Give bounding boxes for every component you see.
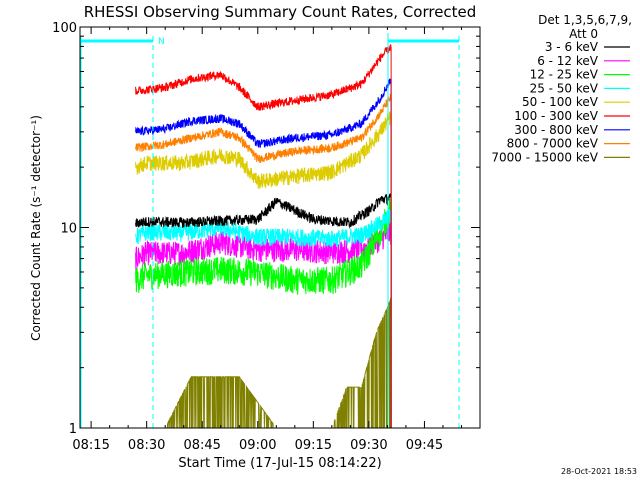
x-tick-label-6: 09:45 bbox=[406, 438, 443, 453]
legend-header-line-2: Att 0 bbox=[569, 27, 598, 41]
series-line-6 bbox=[135, 78, 392, 148]
legend-label-3: 25 - 50 keV bbox=[530, 81, 599, 95]
series-8 bbox=[135, 297, 392, 429]
flag-layer: N bbox=[80, 33, 460, 428]
x-tick-label-4: 09:15 bbox=[295, 438, 332, 453]
night-flag-label: N bbox=[158, 37, 165, 47]
x-tick-label-2: 08:45 bbox=[183, 438, 220, 453]
x-axis: 08:15 08:30 08:45 09:00 09:15 09:30 09:45 bbox=[72, 27, 462, 453]
legend-label-2: 12 - 25 keV bbox=[530, 68, 599, 82]
series-line-3 bbox=[135, 208, 392, 247]
legend-label-0: 3 - 6 keV bbox=[545, 40, 599, 54]
series-line-2 bbox=[135, 196, 392, 295]
series-5 bbox=[135, 44, 392, 428]
legend-label-5: 100 - 300 keV bbox=[514, 109, 598, 123]
series-line-7 bbox=[135, 93, 392, 163]
y-tick-label-0: 1 bbox=[69, 422, 77, 437]
x-tick-label-1: 08:30 bbox=[128, 438, 165, 453]
series-line-5 bbox=[135, 44, 392, 111]
legend-label-4: 50 - 100 keV bbox=[522, 95, 599, 109]
legend-header-line-1: Det 1,3,5,6,7,9, bbox=[538, 13, 632, 27]
y-tick-label-1: 10 bbox=[60, 222, 77, 237]
y-tick-label-2: 100 bbox=[52, 21, 77, 36]
chart-title: RHESSI Observing Summary Count Rates, Co… bbox=[84, 3, 477, 21]
series-line-4 bbox=[135, 111, 392, 189]
legend-label-1: 6 - 12 keV bbox=[537, 54, 599, 68]
series-line-0 bbox=[135, 192, 392, 229]
plot-timestamp: 28-Oct-2021 18:53 bbox=[561, 467, 637, 476]
x-axis-label: Start Time (17-Jul-15 08:14:22) bbox=[178, 456, 381, 471]
legend-label-8: 7000 - 15000 keV bbox=[491, 150, 598, 164]
x-tick-label-0: 08:15 bbox=[72, 438, 109, 453]
series-line-8 bbox=[135, 297, 392, 429]
series-layer bbox=[135, 44, 392, 429]
y-axis: 1 10 100 bbox=[52, 21, 480, 437]
x-tick-label-3: 09:00 bbox=[239, 438, 276, 453]
legend-label-6: 300 - 800 keV bbox=[514, 123, 598, 137]
x-tick-label-5: 09:30 bbox=[350, 438, 387, 453]
y-axis-label: Corrected Count Rate (s⁻¹ detector⁻¹) bbox=[29, 115, 43, 341]
legend-label-7: 800 - 7000 keV bbox=[507, 137, 599, 151]
